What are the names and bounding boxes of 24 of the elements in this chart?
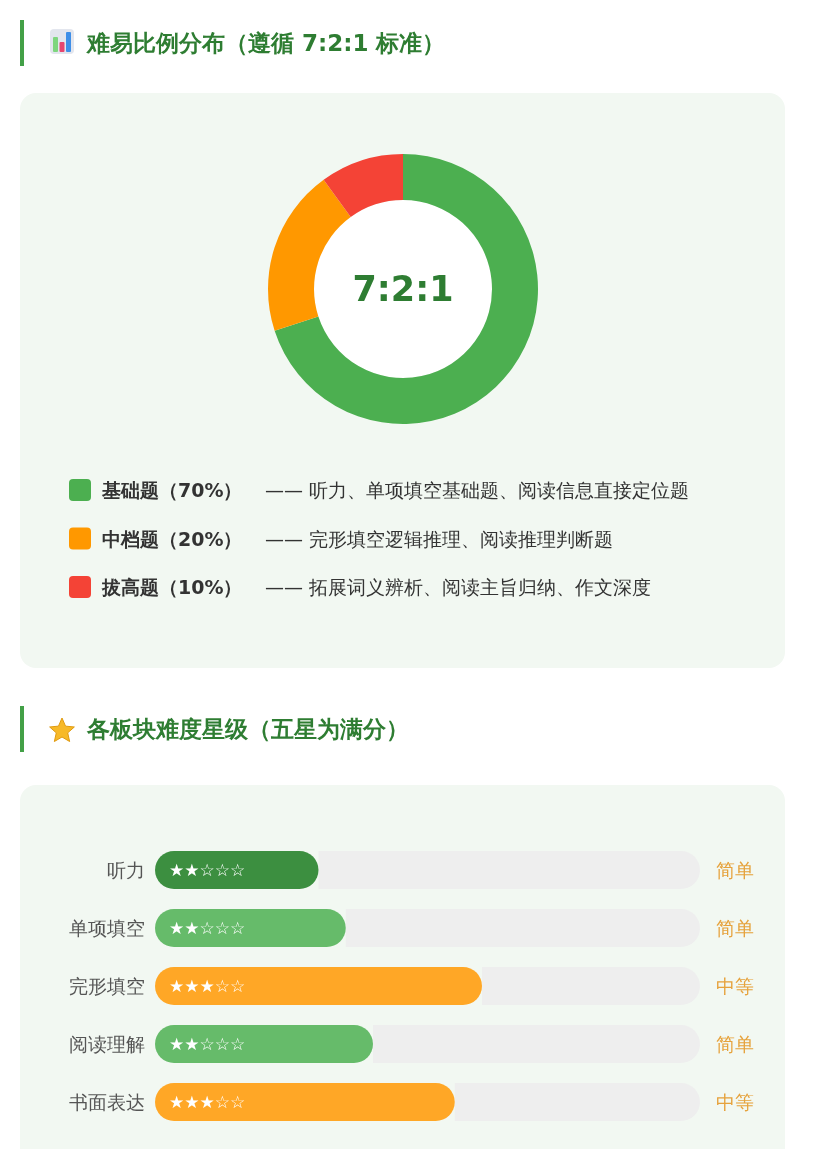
y-tick-label: 书面表达: [69, 1091, 145, 1113]
annotation: ★★★☆☆: [169, 1092, 246, 1112]
y-tick-label: 完形填空: [69, 975, 145, 997]
y-tick-label: 阅读理解: [69, 1033, 145, 1055]
annotation: ★★★☆☆: [169, 976, 246, 996]
text: 7:2:1: [352, 269, 454, 309]
chart-title: 各板块难度星级（五星为满分）: [86, 716, 409, 742]
annotation: ★★☆☆☆: [169, 860, 246, 880]
annotation: ★★☆☆☆: [169, 1034, 246, 1054]
text: —— 听力、单项填空基础题、阅读信息直接定位题: [265, 479, 690, 501]
legend-label: 中档题（20%）: [102, 527, 243, 550]
annotation: ★★☆☆☆: [169, 918, 246, 938]
text: —— 完形填空逻辑推理、阅读推理判断题: [265, 527, 614, 550]
y-tick-label: 单项填空: [69, 917, 145, 939]
text: 中等: [716, 1091, 754, 1113]
y-tick-label: 听力: [107, 859, 145, 881]
text: 简单: [716, 859, 754, 881]
legend-label: 基础题（70%）: [101, 479, 243, 501]
text: —— 拓展词义辨析、阅读主旨归纳、作文深度: [265, 576, 652, 598]
chart-title: 难易比例分布（遵循 7:2:1 标准）: [86, 30, 446, 56]
text: 简单: [716, 1033, 754, 1055]
legend-label: 拔高题（10%）: [101, 576, 243, 598]
text: 简单: [716, 917, 754, 939]
text: 中等: [716, 975, 754, 997]
